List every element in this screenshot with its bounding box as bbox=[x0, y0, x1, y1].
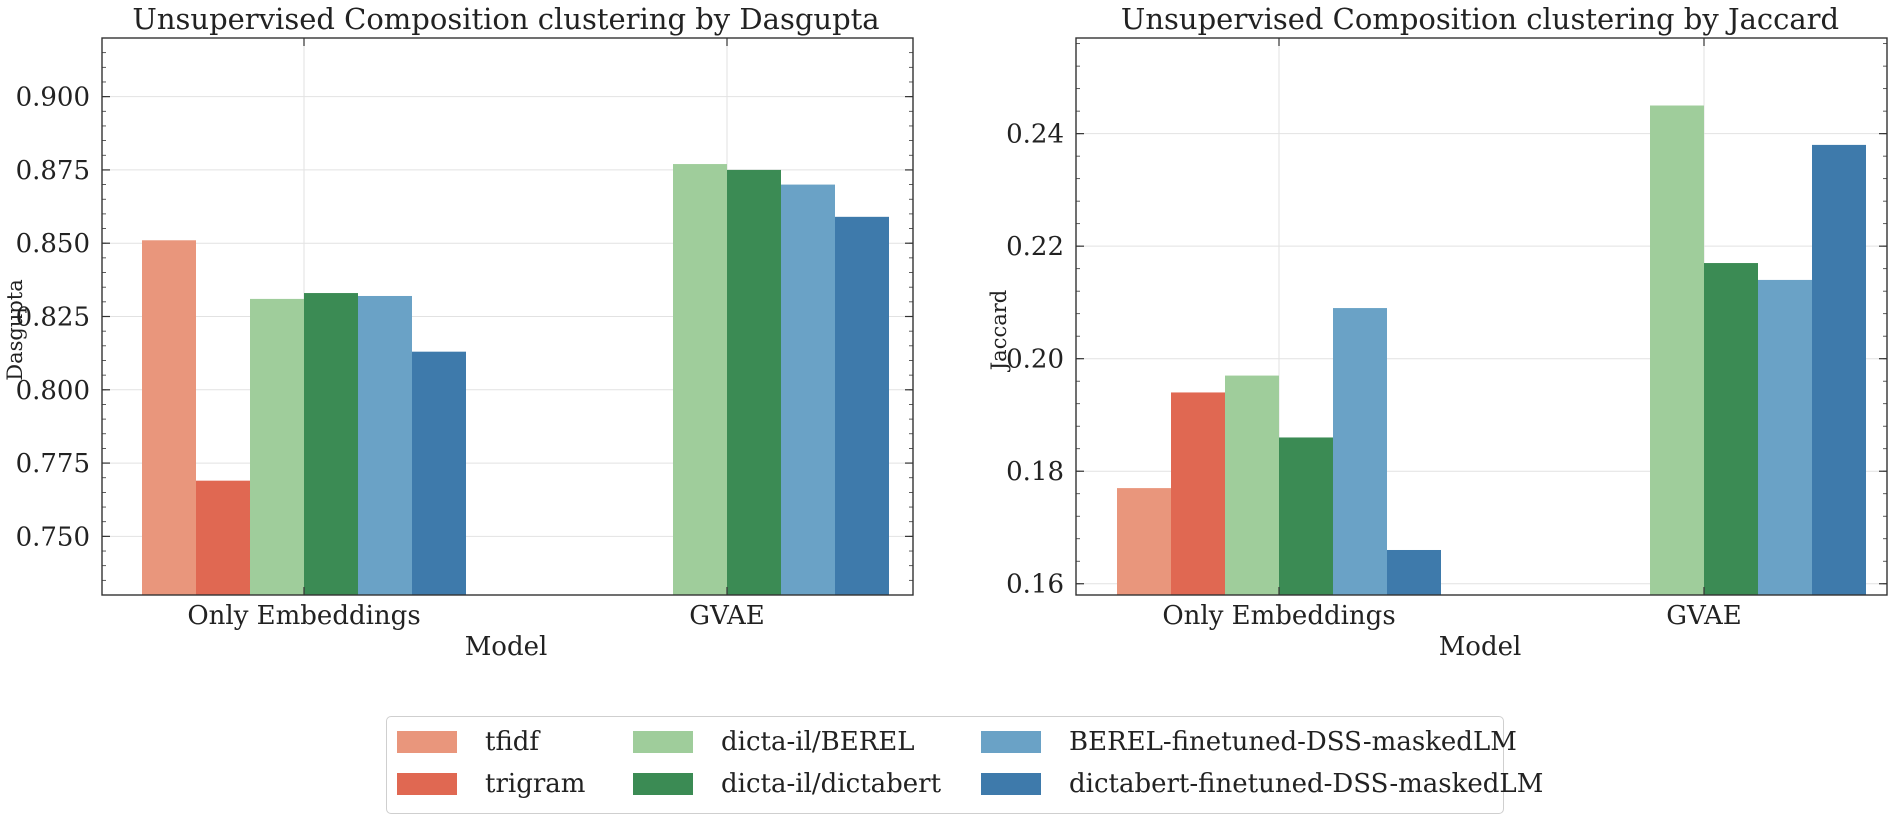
legend-item-berel: dicta-il/BEREL bbox=[633, 727, 915, 757]
y-tick-label: 0.850 bbox=[16, 229, 90, 259]
y-tick-label: 0.900 bbox=[16, 83, 90, 113]
legend-swatch bbox=[981, 773, 1041, 795]
chart-title: Unsupervised Composition clustering by J… bbox=[1121, 2, 1839, 36]
legend: tfidf trigram dicta-il/BEREL dicta-il/di… bbox=[386, 716, 1543, 814]
x-tick-label: GVAE bbox=[689, 601, 765, 631]
legend-swatch bbox=[633, 773, 693, 795]
bar bbox=[1117, 488, 1171, 595]
bar bbox=[781, 184, 835, 595]
x-tick-label: GVAE bbox=[1666, 601, 1742, 631]
legend-label: dicta-il/dictabert bbox=[721, 769, 942, 799]
x-tick-label: Only Embeddings bbox=[187, 601, 420, 631]
legend-label: trigram bbox=[485, 769, 586, 799]
y-tick-label: 0.875 bbox=[16, 156, 90, 186]
y-tick-label: 0.750 bbox=[16, 522, 90, 552]
y-axis-label: Jaccard bbox=[987, 290, 1011, 372]
y-tick-label: 0.16 bbox=[1006, 570, 1064, 600]
legend-item-dictabert: dicta-il/dictabert bbox=[633, 769, 941, 799]
x-tick-label: Only Embeddings bbox=[1162, 601, 1395, 631]
bar bbox=[1171, 392, 1225, 595]
x-axis-label: Model bbox=[465, 632, 548, 662]
bar bbox=[727, 169, 781, 595]
bar bbox=[412, 351, 466, 595]
bar bbox=[673, 164, 727, 595]
legend-swatch bbox=[397, 773, 457, 795]
bar bbox=[1387, 549, 1441, 595]
bar bbox=[142, 240, 196, 596]
bar bbox=[304, 293, 358, 595]
legend-item-berel-finetuned: BEREL-finetuned-DSS-maskedLM bbox=[981, 727, 1517, 757]
legend-label: tfidf bbox=[485, 727, 540, 757]
legend-item-tfidf: tfidf bbox=[397, 727, 539, 757]
bar bbox=[1279, 437, 1333, 595]
bar bbox=[1812, 144, 1866, 595]
legend-item-trigram: trigram bbox=[397, 769, 585, 799]
bar bbox=[835, 216, 889, 596]
bar bbox=[196, 480, 250, 595]
y-tick-label: 0.22 bbox=[1006, 232, 1064, 262]
bar bbox=[1758, 279, 1812, 595]
plot-frame bbox=[1075, 37, 1888, 596]
bar bbox=[358, 295, 412, 595]
legend-label: BEREL-finetuned-DSS-maskedLM bbox=[1069, 727, 1517, 757]
chart-dasgupta: Unsupervised Composition clustering by D… bbox=[3, 2, 914, 662]
x-axis-label: Model bbox=[1439, 632, 1522, 662]
y-axis-label: Dasgupta bbox=[3, 279, 27, 381]
bar bbox=[250, 298, 304, 595]
chart-jaccard: Unsupervised Composition clustering by J… bbox=[987, 2, 1888, 662]
y-tick-label: 0.775 bbox=[16, 449, 90, 479]
legend-label: dicta-il/BEREL bbox=[721, 727, 915, 757]
legend-label: dictabert-finetuned-DSS-maskedLM bbox=[1069, 769, 1544, 799]
legend-item-dictabert-finetuned: dictabert-finetuned-DSS-maskedLM bbox=[981, 769, 1543, 799]
y-tick-label: 0.825 bbox=[16, 303, 90, 333]
chart-title: Unsupervised Composition clustering by D… bbox=[132, 2, 879, 36]
y-tick-label: 0.18 bbox=[1006, 457, 1064, 487]
legend-swatch bbox=[981, 731, 1041, 753]
bar bbox=[1704, 263, 1758, 595]
y-tick-label: 0.24 bbox=[1006, 120, 1064, 150]
bar bbox=[1333, 308, 1387, 595]
legend-swatch bbox=[633, 731, 693, 753]
bar bbox=[1650, 105, 1704, 596]
y-tick-label: 0.20 bbox=[1006, 345, 1064, 375]
legend-swatch bbox=[397, 731, 457, 753]
bar bbox=[1225, 375, 1279, 595]
y-tick-label: 0.800 bbox=[16, 376, 90, 406]
plot-frame bbox=[101, 37, 914, 596]
